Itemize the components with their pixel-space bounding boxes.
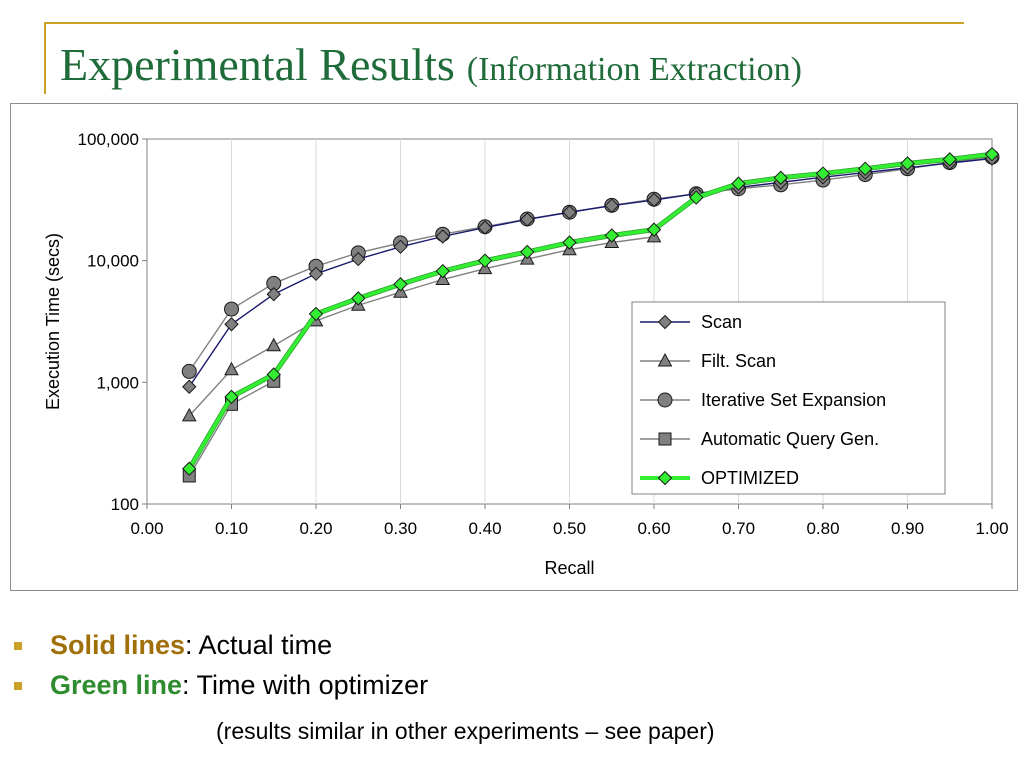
x-tick-label: 0.90 xyxy=(891,519,924,538)
bullet-square-icon xyxy=(14,642,22,650)
slide-title: Experimental Results (Information Extract… xyxy=(60,38,802,91)
y-tick-label: 10,000 xyxy=(87,252,139,271)
data-point xyxy=(942,152,957,167)
data-point xyxy=(815,166,831,181)
data-point xyxy=(984,146,1000,162)
data-point xyxy=(351,251,366,267)
legend-swatch-marker xyxy=(657,352,673,367)
x-tick-label: 0.30 xyxy=(384,519,417,538)
data-point xyxy=(182,379,197,394)
execution-time-chart: 0.00 0.10 0.20 0.30 0.40 0.50 0.60 0.70 0.80 0.90… xyxy=(43,130,1009,578)
data-point xyxy=(182,461,197,476)
legend-item: Scan xyxy=(640,312,742,332)
x-tick-label: 0.20 xyxy=(299,519,332,538)
x-tick-label: 0.00 xyxy=(130,519,163,538)
legend-label: Scan xyxy=(701,312,742,332)
legend-swatch-marker xyxy=(657,470,673,486)
legend-swatch-marker xyxy=(657,392,673,408)
legend-swatch-marker xyxy=(658,432,672,446)
series-optimized xyxy=(182,146,1000,476)
data-point xyxy=(858,161,873,176)
data-point xyxy=(435,263,450,279)
legend-label: Iterative Set Expansion xyxy=(701,390,886,410)
y-axis-label: Execution Time (secs) xyxy=(43,233,63,410)
x-tick-label: 0.70 xyxy=(722,519,755,538)
data-point xyxy=(477,220,493,235)
legend: Scan Filt. Scan Iterative Set Expansion Aut… xyxy=(631,301,946,495)
data-point xyxy=(477,253,493,268)
data-point xyxy=(308,306,324,322)
bullet-rest: : Time with optimizer xyxy=(182,670,429,700)
y-tick-label: 100,000 xyxy=(78,130,139,149)
x-tick-label: 0.40 xyxy=(468,519,501,538)
data-point xyxy=(224,389,239,405)
series-filt-scan xyxy=(181,228,662,422)
data-point xyxy=(393,277,408,292)
series-line xyxy=(188,157,993,388)
data-point xyxy=(520,212,535,227)
footnote: (results similar in other experiments – … xyxy=(216,718,715,744)
bullet-green-line: Green line: Time with optimizer xyxy=(14,670,1014,710)
data-point xyxy=(266,367,281,382)
series-line xyxy=(187,152,993,470)
x-tick-label: 0.60 xyxy=(637,519,670,538)
data-point xyxy=(435,271,451,286)
x-axis-label: Recall xyxy=(544,558,594,578)
data-point xyxy=(562,205,577,220)
bullet-text: Green line: Time with optimizer xyxy=(50,670,428,701)
slide-title-main: Experimental Results xyxy=(60,39,455,90)
data-point xyxy=(604,228,619,243)
data-point xyxy=(266,287,281,302)
slide-subtitle: (Information Extraction) xyxy=(466,51,802,88)
series-line xyxy=(188,236,655,417)
data-point xyxy=(520,244,535,260)
data-point xyxy=(224,317,239,332)
bullet-square-icon xyxy=(14,682,22,690)
y-tick-label: 100 xyxy=(111,495,139,514)
legend-swatch-marker xyxy=(657,314,673,330)
x-tick-label: 0.80 xyxy=(806,519,839,538)
data-point xyxy=(181,407,197,422)
data-point xyxy=(731,176,746,191)
bullet-rest: : Actual time xyxy=(185,630,333,660)
data-point xyxy=(900,156,915,171)
data-point xyxy=(266,337,282,352)
data-point xyxy=(224,301,239,317)
legend-box xyxy=(631,301,946,495)
x-tick-label: 0.50 xyxy=(553,519,586,538)
data-point xyxy=(435,229,450,244)
bullet-keyword: Green line xyxy=(50,670,183,700)
x-tick-label: 1.00 xyxy=(975,519,1008,538)
bullet-solid-lines: Solid lines: Actual time xyxy=(14,630,1014,670)
data-point xyxy=(604,198,619,213)
data-point xyxy=(562,235,577,250)
data-point xyxy=(773,170,788,185)
data-point xyxy=(224,361,239,376)
data-point xyxy=(181,363,197,379)
legend-item: Iterative Set Expansion xyxy=(640,390,886,410)
legend-item: OPTIMIZED xyxy=(640,468,799,488)
legend-label: Filt. Scan xyxy=(701,351,776,371)
chart-frame: 0.00 0.10 0.20 0.30 0.40 0.50 0.60 0.70 0.80 0.90… xyxy=(10,103,1018,591)
data-point xyxy=(689,190,704,205)
title-frame-top xyxy=(44,22,964,24)
y-tick-label: 1,000 xyxy=(96,373,139,392)
x-tick-label: 0.10 xyxy=(215,519,248,538)
bullet-list: Solid lines: Actual time Green line: Tim… xyxy=(14,630,1014,710)
legend-label: Automatic Query Gen. xyxy=(701,429,879,449)
bullet-keyword: Solid lines xyxy=(50,630,186,660)
legend-label: OPTIMIZED xyxy=(701,468,799,488)
data-point xyxy=(351,291,366,306)
data-point xyxy=(646,192,662,208)
bullet-text: Solid lines: Actual time xyxy=(50,630,332,661)
data-point xyxy=(393,239,408,255)
legend-item: Automatic Query Gen. xyxy=(640,429,879,449)
legend-item: Filt. Scan xyxy=(640,351,776,371)
title-frame-left xyxy=(44,22,46,94)
data-point xyxy=(308,266,324,282)
data-point xyxy=(646,222,662,237)
